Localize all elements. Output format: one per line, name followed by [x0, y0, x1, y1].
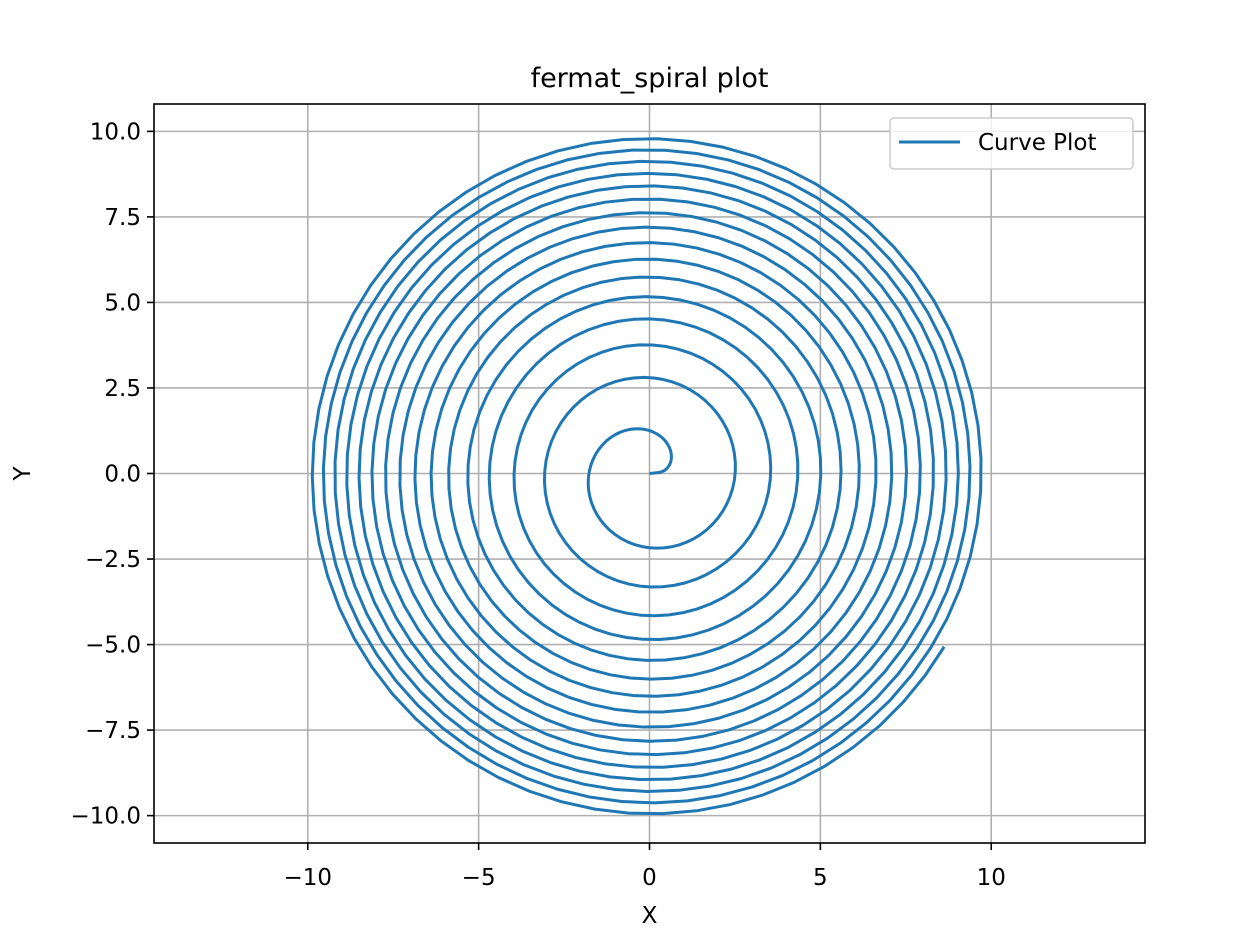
x-tick-label: −5 — [462, 865, 496, 891]
legend-box — [889, 117, 1134, 170]
y-tick-label: 10.0 — [90, 119, 141, 145]
legend: Curve Plot — [889, 117, 1134, 170]
y-tick-label: −7.5 — [85, 718, 141, 744]
y-axis-label: Y — [10, 466, 36, 482]
x-tick-label: −10 — [284, 865, 333, 891]
x-tick-label: 5 — [813, 865, 828, 891]
y-tick-label: 0.0 — [104, 462, 141, 488]
x-tick-label: 0 — [642, 865, 657, 891]
x-tick-label: 10 — [977, 865, 1006, 891]
y-axis-ticks: 10.0 7.5 5.0 2.5 0.0 −2.5 −5.0 −7.5 −10.0 — [71, 119, 154, 830]
y-tick-label: 7.5 — [104, 205, 141, 231]
y-tick-label: −2.5 — [85, 547, 141, 573]
y-tick-label: −10.0 — [71, 804, 141, 830]
x-axis-label: X — [642, 903, 658, 929]
chart-title: fermat_spiral plot — [531, 63, 769, 94]
x-axis-ticks: −10 −5 0 5 10 — [284, 843, 1006, 891]
y-tick-label: −5.0 — [85, 633, 141, 659]
legend-label-curve-plot: Curve Plot — [978, 130, 1097, 156]
y-tick-label: 5.0 — [104, 290, 141, 316]
plot-area — [310, 137, 983, 816]
y-tick-label: 2.5 — [104, 376, 141, 402]
series-line-curve-plot — [310, 137, 983, 816]
